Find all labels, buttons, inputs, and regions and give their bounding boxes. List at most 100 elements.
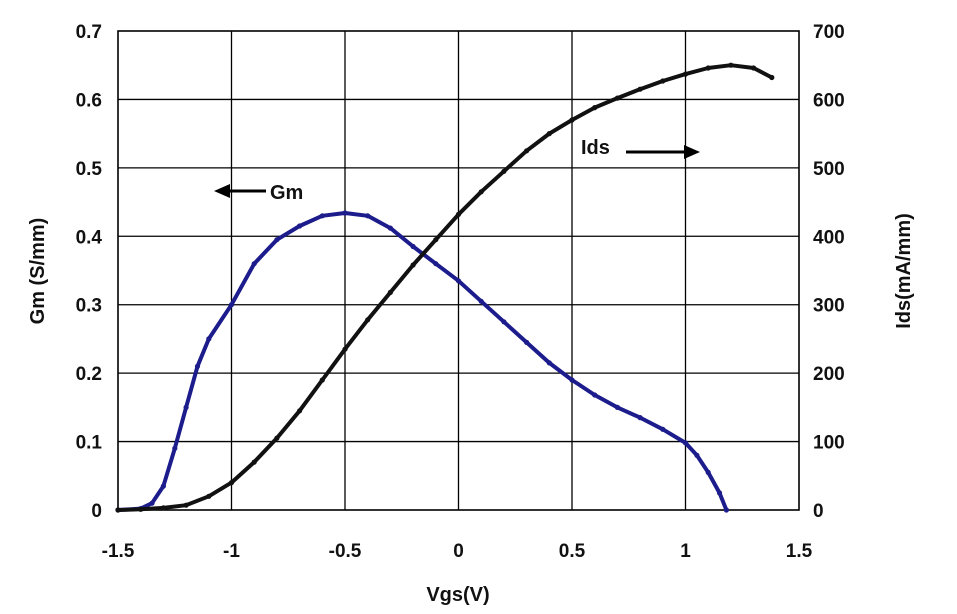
y-left-tick-label: 0.3 — [76, 296, 102, 317]
gm-data-point — [365, 213, 371, 219]
ids-series-line — [116, 63, 774, 512]
x-axis-title: Vgs(V) — [426, 584, 489, 606]
x-tick-label: -1 — [223, 541, 240, 562]
y-left-tick-labels: 0 0.1 0.2 0.3 0.4 0.5 0.6 0.7 — [76, 22, 103, 522]
gm-data-point — [716, 490, 723, 496]
y-left-tick-label: 0.5 — [76, 159, 103, 180]
ids-arrow-head — [684, 145, 700, 159]
ids-data-point — [115, 507, 121, 513]
y-right-tick-label: 0 — [813, 501, 824, 522]
ids-annotation: Ids — [581, 137, 700, 159]
gm-data-point — [274, 237, 280, 243]
ids-data-point — [705, 65, 711, 71]
gm-data-point — [149, 500, 155, 506]
ids-data-point — [524, 148, 530, 154]
gm-data-point — [501, 319, 507, 325]
grid-lines — [118, 31, 799, 510]
x-tick-label: -0.5 — [329, 541, 362, 562]
ids-data-point — [769, 74, 775, 81]
y-right-tick-label: 200 — [813, 364, 845, 385]
gm-data-point — [524, 339, 530, 345]
x-tick-labels: -1.5 -1 -0.5 0 0.5 1 1.5 — [102, 541, 813, 562]
ids-annotation-label: Ids — [581, 137, 610, 159]
y-left-tick-label: 0.6 — [76, 90, 102, 111]
x-tick-label: -1.5 — [102, 541, 135, 562]
gm-data-point — [705, 469, 711, 475]
ids-data-point — [251, 459, 257, 465]
y-left-tick-label: 0.2 — [76, 364, 102, 385]
ids-data-point — [342, 346, 348, 352]
ids-data-point — [660, 78, 666, 84]
x-tick-label: 1 — [680, 541, 691, 562]
gm-data-point — [297, 223, 303, 229]
gm-data-point — [478, 298, 484, 304]
ids-data-point — [637, 86, 643, 92]
y-left-tick-label: 0 — [91, 501, 102, 522]
y-right-tick-label: 100 — [813, 433, 845, 454]
x-tick-label: 0.5 — [559, 541, 586, 562]
y-left-tick-label: 0.4 — [76, 227, 103, 248]
gm-data-point — [194, 363, 201, 369]
gm-data-point — [455, 278, 462, 284]
y-right-tick-label: 700 — [813, 22, 845, 43]
ids-data-point — [614, 95, 621, 101]
gm-data-point — [172, 445, 178, 451]
gm-data-point — [342, 210, 348, 216]
ids-data-point — [728, 62, 734, 68]
ids-data-point — [365, 317, 371, 323]
gm-data-point — [614, 404, 621, 410]
y-left-tick-label: 0.1 — [76, 433, 103, 454]
ids-data-point — [387, 289, 393, 295]
gm-annotation: Gm — [214, 182, 303, 204]
ids-data-point — [410, 262, 416, 268]
ids-series — [115, 62, 775, 513]
gm-data-point — [569, 377, 575, 383]
ids-data-point — [569, 117, 575, 123]
ids-data-point — [138, 506, 144, 512]
gm-data-point — [660, 426, 666, 432]
gm-arrow-head — [214, 184, 230, 198]
ids-data-point — [228, 480, 235, 486]
plot-frame — [117, 30, 800, 511]
gm-data-point — [387, 225, 393, 231]
gm-data-point — [228, 302, 235, 308]
y-right-axis-title: Ids(mA/mm) — [893, 213, 915, 329]
ids-data-point — [478, 189, 484, 195]
y-right-tick-labels: 0 100 200 300 400 500 600 700 — [813, 22, 845, 522]
y-left-axis-title: Gm (S/mm) — [27, 218, 49, 325]
ids-data-point — [501, 168, 507, 174]
ids-data-point — [160, 505, 166, 511]
ids-data-point — [751, 65, 757, 71]
gm-data-point — [546, 360, 552, 366]
gm-data-point — [637, 415, 643, 421]
x-tick-label: 0 — [453, 541, 464, 562]
ids-data-point — [455, 211, 462, 217]
ids-data-point — [682, 71, 689, 77]
ids-data-point — [183, 502, 189, 508]
gm-data-point — [251, 261, 257, 267]
ids-data-point — [297, 408, 303, 414]
gm-data-point — [694, 452, 700, 458]
gm-data-point — [682, 440, 689, 446]
ids-data-point — [319, 377, 325, 383]
gm-data-point — [160, 483, 166, 489]
gm-data-point — [206, 336, 212, 342]
y-right-tick-label: 400 — [813, 227, 845, 248]
gm-data-point — [433, 261, 439, 267]
gm-data-point — [592, 392, 598, 398]
y-right-tick-label: 500 — [813, 159, 845, 180]
ids-data-point — [546, 131, 552, 137]
ids-data-point — [206, 493, 212, 499]
series-layer — [115, 62, 775, 513]
gm-data-point — [319, 213, 325, 219]
ids-data-point — [274, 435, 280, 441]
y-right-tick-label: 300 — [813, 296, 845, 317]
y-left-tick-label: 0.7 — [76, 22, 102, 43]
ids-data-point — [592, 105, 598, 111]
gm-data-point — [410, 243, 416, 250]
y-right-tick-label: 600 — [813, 90, 845, 111]
gm-data-point — [183, 404, 189, 410]
x-tick-label: 1.5 — [786, 541, 813, 562]
gm-data-point — [723, 507, 730, 513]
